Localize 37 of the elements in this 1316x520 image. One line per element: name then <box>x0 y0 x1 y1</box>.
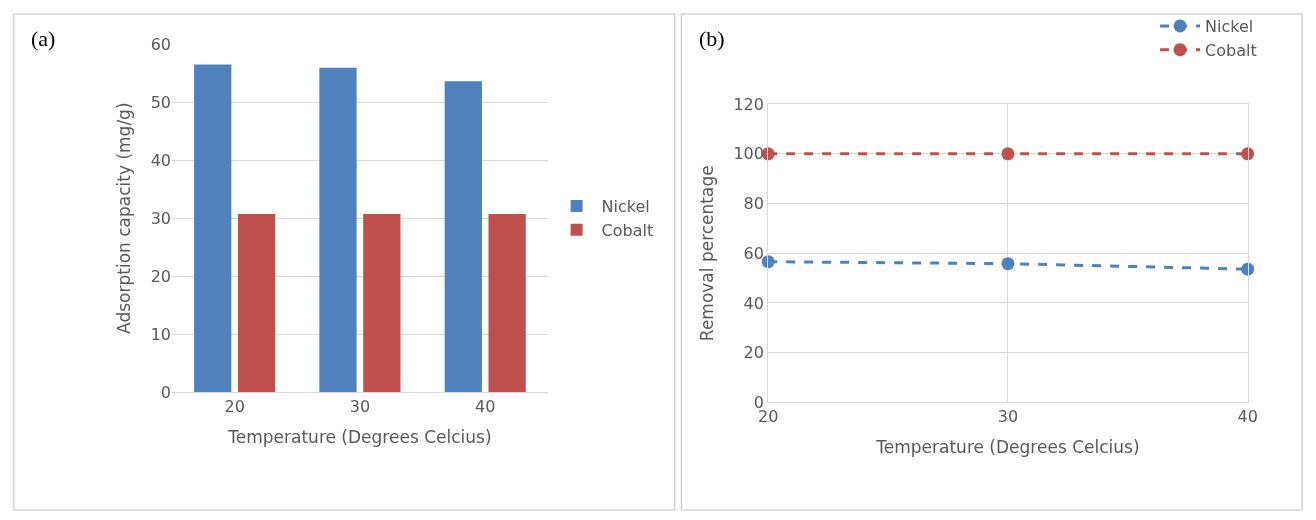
bar <box>319 67 357 393</box>
y-tick-label: 80 <box>743 194 764 214</box>
y-tick-label: 10 <box>150 324 171 344</box>
bar <box>194 64 232 393</box>
y-axis-title: Removal percentage <box>696 165 717 342</box>
point <box>1001 257 1015 271</box>
x-tick-label: 30 <box>349 397 371 417</box>
x-axis-title: Temperature (Degrees Celcius) <box>227 426 492 447</box>
y-tick-label: 0 <box>160 382 171 402</box>
bar <box>444 81 482 393</box>
x-tick-label: 40 <box>1237 407 1258 427</box>
y-tick-label: 50 <box>150 92 171 112</box>
bar <box>363 214 401 393</box>
chart-title: (a) <box>31 26 56 51</box>
legend-label: Nickel <box>601 197 650 217</box>
legend-label: Cobalt <box>1205 40 1257 60</box>
y-tick-label: 60 <box>743 243 764 263</box>
y-axis-title: Adsorption capacity (mg/g) <box>114 102 135 334</box>
x-axis-title: Temperature (Degrees Celcius) <box>875 436 1140 457</box>
legend-label: Cobalt <box>601 221 654 241</box>
x-tick-label: 20 <box>224 397 245 417</box>
y-tick-label: 30 <box>150 208 171 228</box>
y-tick-label: 120 <box>733 94 764 114</box>
x-tick-label: 30 <box>997 407 1019 427</box>
bar <box>237 214 276 393</box>
y-tick-label: 60 <box>150 34 171 54</box>
legend-label: Nickel <box>1205 17 1254 37</box>
y-tick-label: 40 <box>150 150 171 170</box>
x-tick-label: 20 <box>757 407 779 427</box>
chart-title: (b) <box>699 26 725 51</box>
x-tick-label: 40 <box>475 397 496 417</box>
y-tick-label: 20 <box>150 266 171 286</box>
point <box>1001 147 1015 161</box>
y-tick-label: 40 <box>743 293 764 313</box>
y-tick-label: 100 <box>733 144 764 164</box>
bar <box>488 214 526 393</box>
y-tick-label: 20 <box>743 343 764 363</box>
